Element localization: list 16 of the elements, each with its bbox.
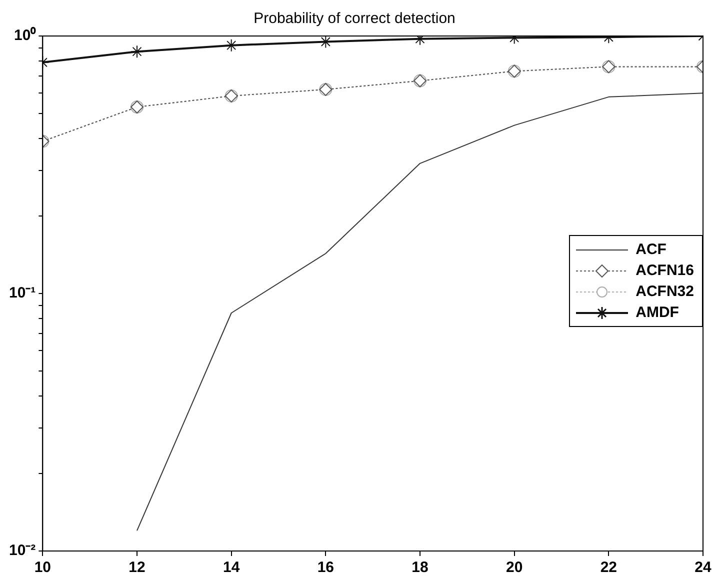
x-tick-label: 24	[694, 559, 712, 576]
legend-label: ACFN32	[636, 283, 694, 300]
x-tick-label: 20	[506, 559, 523, 576]
x-tick-label: 10	[34, 559, 52, 576]
x-tick-label: 12	[128, 559, 146, 576]
x-tick-label: 18	[412, 559, 428, 576]
legend-label: ACF	[636, 241, 666, 258]
legend-label: AMDF	[636, 304, 679, 321]
x-tick-label: 22	[600, 559, 618, 576]
legend-label: ACFN16	[636, 262, 694, 279]
y-tick-label: 10⁰	[14, 26, 37, 44]
x-tick-label: 16	[317, 559, 334, 576]
y-tick-label: 10⁻¹	[8, 284, 36, 302]
x-tick-label: 14	[223, 559, 240, 576]
y-tick-label: 10⁻²	[8, 542, 36, 560]
chart-title: Probability of correct detection	[254, 10, 456, 28]
